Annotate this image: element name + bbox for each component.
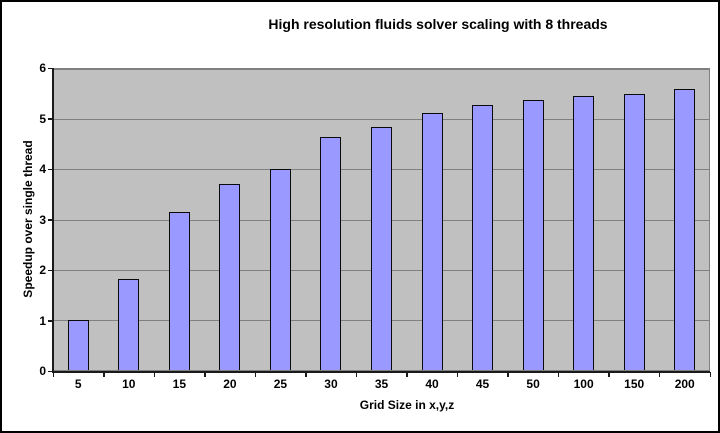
y-tick-label: 0	[39, 364, 46, 378]
x-axis-title: Grid Size in x,y,z	[359, 398, 455, 412]
x-tick-mark	[204, 372, 206, 377]
bar	[320, 137, 342, 370]
bar	[168, 211, 190, 370]
bar	[269, 169, 291, 370]
bar	[67, 319, 89, 370]
x-tick-label: 15	[172, 377, 187, 391]
y-tick-label: 5	[39, 111, 46, 126]
bar	[219, 183, 241, 370]
bar	[421, 113, 443, 370]
x-tick-mark	[658, 372, 661, 377]
x-tick-mark	[254, 372, 257, 377]
y-tick-mark	[48, 118, 53, 120]
x-tick-mark	[507, 372, 509, 377]
x-tick-label: 5	[74, 377, 82, 391]
bar	[674, 89, 696, 370]
x-tick-mark	[103, 372, 105, 377]
x-tick-mark	[709, 372, 711, 377]
x-tick-mark	[305, 372, 307, 377]
x-tick-label: 40	[425, 377, 439, 391]
bar	[573, 96, 595, 370]
y-tick-mark	[48, 370, 53, 372]
x-axis-line	[52, 370, 710, 373]
x-tick-label: 200	[674, 377, 695, 391]
chart-title: High resolution fluids solver scaling wi…	[268, 16, 608, 32]
y-tick-label: 2	[39, 263, 46, 277]
y-tick-label: 3	[39, 212, 46, 227]
bar	[118, 278, 140, 370]
x-tick-mark	[406, 372, 408, 377]
x-tick-label: 50	[526, 377, 540, 391]
y-tick-mark	[48, 219, 53, 221]
y-tick-label: 4	[39, 162, 46, 176]
x-tick-label: 35	[374, 377, 389, 391]
bar	[371, 127, 392, 370]
bar	[522, 100, 544, 370]
gridline	[54, 119, 709, 121]
x-tick-label: 20	[223, 377, 237, 391]
x-tick-label: 45	[475, 377, 490, 391]
x-tick-mark	[355, 372, 358, 377]
x-tick-label: 10	[122, 377, 136, 391]
bar	[472, 105, 494, 370]
y-tick-mark	[48, 67, 53, 69]
bar	[623, 94, 645, 370]
y-tick-mark	[48, 320, 53, 322]
x-tick-label: 100	[573, 377, 594, 391]
x-tick-mark	[153, 372, 156, 377]
gridline	[54, 69, 709, 70]
x-tick-label: 150	[624, 377, 645, 391]
y-tick-mark	[48, 269, 53, 271]
x-tick-mark	[557, 372, 560, 377]
y-tick-label: 6	[39, 61, 46, 75]
y-tick-mark	[48, 168, 53, 170]
x-tick-label: 25	[273, 377, 288, 391]
x-tick-label: 30	[324, 377, 338, 391]
y-tick-label: 1	[39, 313, 46, 328]
x-tick-mark	[456, 372, 459, 377]
x-tick-mark	[52, 372, 54, 377]
plot-area	[53, 68, 710, 371]
x-tick-mark	[608, 372, 610, 377]
